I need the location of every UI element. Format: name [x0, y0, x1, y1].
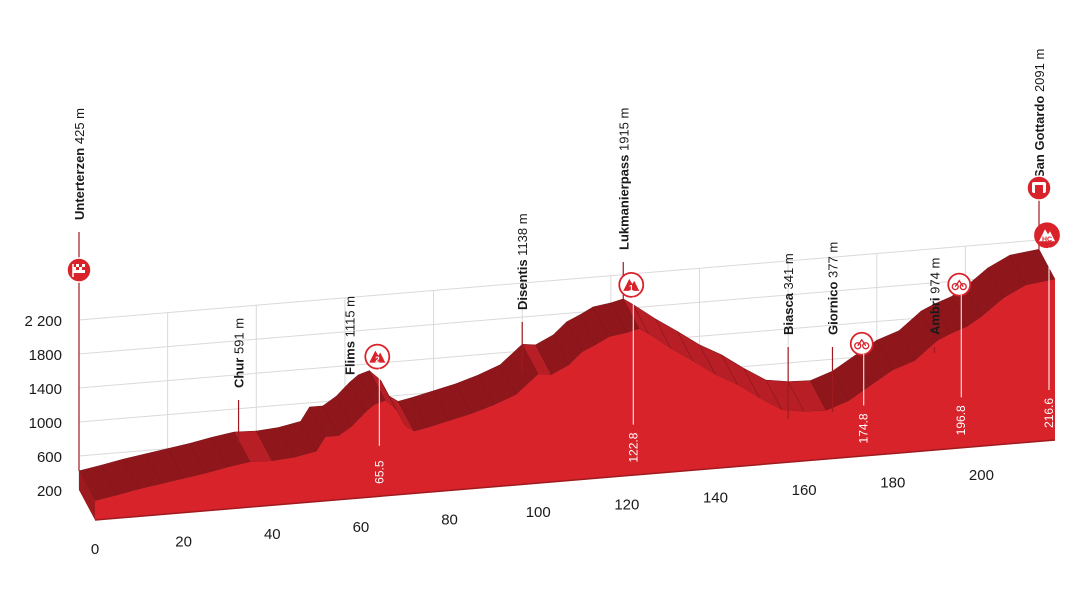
y-tick-label: 1000	[29, 415, 62, 432]
start-flag-icon	[66, 257, 92, 283]
place-altitude: 1915 m	[616, 108, 631, 155]
x-tick-label: 20	[175, 534, 192, 551]
place-label: Lukmanierpass 1915 m	[616, 108, 631, 250]
place-altitude: 2091 m	[1032, 49, 1047, 96]
place-label: Chur 591 m	[232, 318, 247, 388]
y-tick-label: 1800	[29, 347, 62, 364]
place-name: Biasca	[781, 292, 796, 335]
place-name: Lukmanierpass	[616, 155, 631, 250]
intermediate-sprint-icon	[849, 331, 874, 356]
place-name: Unterterzen	[72, 148, 87, 220]
intermediate-sprint-icon	[947, 272, 972, 297]
x-tick-label: 80	[441, 511, 458, 528]
grid-line-y	[78, 273, 1040, 355]
x-tick-label: 120	[614, 497, 639, 514]
marker-km-label: 216.6	[1042, 398, 1056, 428]
x-tick-label: 0	[91, 541, 99, 558]
climb-category: HC	[1042, 236, 1052, 243]
x-tick-label: 60	[353, 519, 370, 536]
x-axis: 0 20 40 60 80 100 120 140 160 180 200	[91, 467, 994, 558]
x-tick-label: 200	[969, 467, 994, 484]
mountain-shape	[623, 278, 640, 291]
place-name: San Gottardo	[1032, 96, 1047, 178]
place-label: Ambri 974 m	[927, 258, 942, 335]
place-altitude: 974 m	[927, 258, 942, 298]
place-name: Giornico	[825, 281, 840, 335]
bike-wheel	[959, 282, 967, 291]
markers: 2 65.5 1 122.8 174.8 196.8 HC 216.6	[66, 175, 1060, 484]
sprint-badge	[947, 272, 972, 297]
flag-check	[76, 267, 79, 270]
marker-km-label: 196.8	[954, 405, 968, 435]
place-label: Flims 1115 m	[342, 296, 357, 375]
x-tick-label: 140	[703, 489, 728, 506]
climb-category: 2	[375, 356, 380, 365]
y-tick-label: 2 200	[24, 313, 62, 330]
place-altitude: 377 m	[825, 242, 840, 282]
mountain-shape	[1039, 229, 1055, 242]
x-tick-label: 40	[264, 526, 281, 543]
place-labels: Unterterzen 425 m Chur 591 m Flims 1115 m D…	[72, 49, 1047, 388]
y-axis: 200 600 1000 1400 1800 2 200	[24, 313, 62, 500]
place-altitude: 1138 m	[515, 213, 530, 259]
x-tick-label: 100	[526, 504, 551, 521]
place-altitude: 341 m	[781, 253, 796, 293]
place-name: Ambri	[927, 297, 942, 335]
place-label: San Gottardo 2091 m	[1032, 49, 1047, 178]
mountain-cat1-icon: 1	[618, 271, 645, 298]
y-tick-label: 600	[37, 449, 62, 466]
place-altitude: 1115 m	[342, 296, 357, 341]
flag-check	[82, 267, 85, 270]
mountain-cat2-icon: 2	[364, 343, 391, 370]
mountain-hc-icon: HC	[1034, 222, 1060, 249]
marker-km-label: 122.8	[626, 432, 640, 462]
profile-baseline	[94, 439, 1056, 521]
profile-end-face	[79, 470, 95, 520]
profile-front-face	[95, 279, 1055, 520]
marker-km-label: 65.5	[372, 460, 386, 484]
marker-km-label: 174.8	[857, 413, 871, 443]
place-label: Giornico 377 m	[825, 242, 840, 335]
place-altitude: 425 m	[72, 108, 87, 148]
sprint-badge	[849, 331, 874, 356]
profile-layer	[78, 248, 1056, 521]
place-name: Flims	[342, 341, 357, 375]
place-label: Unterterzen 425 m	[72, 108, 87, 220]
bike-wheel	[854, 342, 862, 350]
mountain-shape	[369, 350, 386, 363]
x-tick-label: 160	[792, 482, 817, 499]
finish-icon	[1026, 175, 1052, 201]
y-tick-label: 1400	[29, 381, 62, 398]
climb-category: 1	[629, 284, 634, 293]
x-tick-label: 180	[880, 475, 905, 492]
bike-wheel	[862, 342, 870, 350]
place-name: Chur	[232, 358, 247, 388]
flag-check	[79, 264, 82, 267]
place-label: Biasca 341 m	[781, 253, 796, 335]
bike-frame	[857, 338, 867, 347]
place-altitude: 591 m	[232, 318, 247, 358]
bike-wheel	[951, 282, 959, 291]
grid-line-y	[78, 239, 1040, 321]
bike-frame	[954, 279, 964, 287]
place-name: Disentis	[515, 259, 530, 310]
flag-check	[73, 264, 76, 267]
finish-gate-inner	[1035, 185, 1043, 193]
y-tick-label: 200	[37, 483, 62, 500]
place-label: Disentis 1138 m	[515, 213, 530, 310]
